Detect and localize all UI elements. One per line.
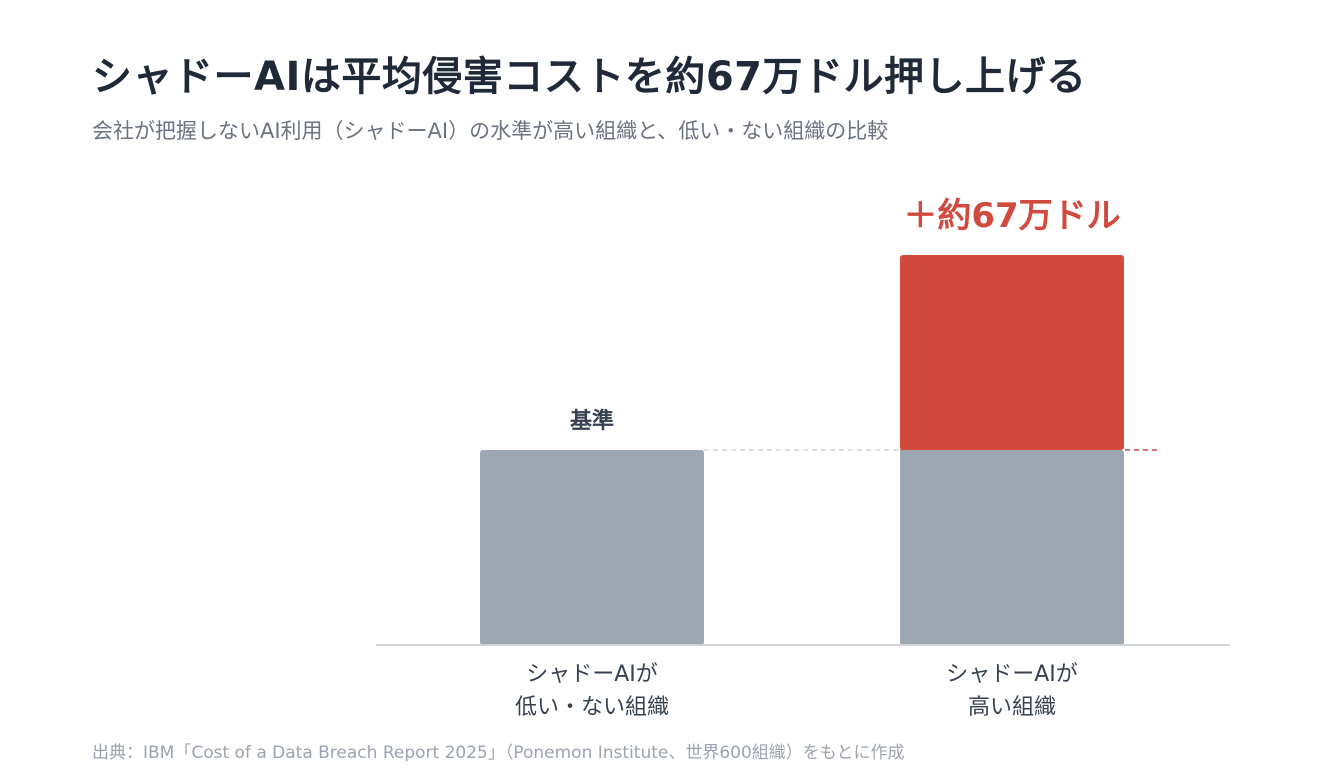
source-note: 出典：IBM「Cost of a Data Breach Report 2025…	[92, 743, 905, 763]
category-label: 高い組織	[968, 695, 1056, 720]
increase-value-label: ＋約67万ドル	[903, 196, 1120, 236]
bar-base	[900, 450, 1124, 645]
category-label: 低い・ない組織	[515, 695, 669, 720]
bar-base	[480, 450, 704, 645]
category-label: シャドーAIが	[526, 662, 658, 687]
chart-subtitle: 会社が把握しないAI利用（シャドーAI）の水準が高い組織と、低い・ない組織の比較	[92, 119, 889, 143]
chart-title: シャドーAIは平均侵害コストを約67万ドル押し上げる	[92, 54, 1087, 100]
category-label: シャドーAIが	[946, 662, 1078, 687]
baseline-label: 基準	[570, 408, 614, 434]
bar-increase	[900, 255, 1124, 450]
